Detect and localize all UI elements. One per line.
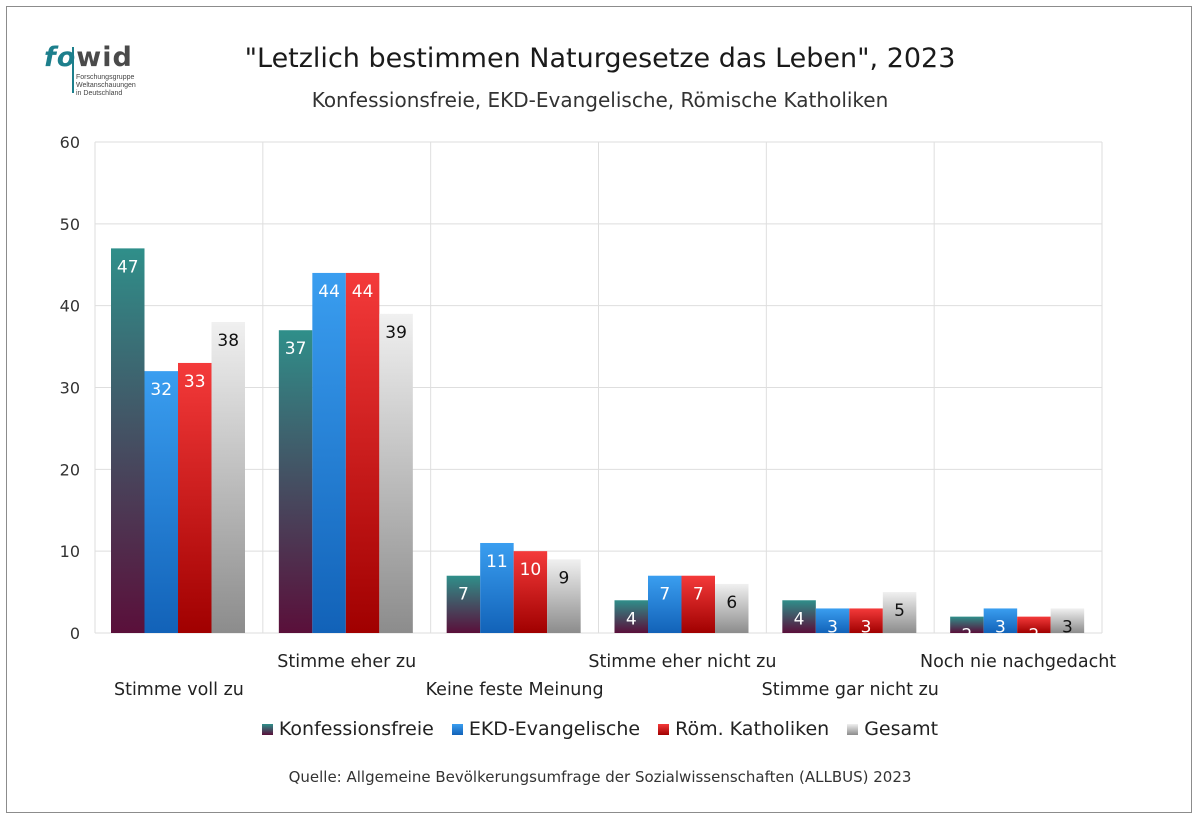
bar [513, 551, 548, 633]
source-note: Quelle: Allgemeine Bevölkerungsumfrage d… [288, 768, 912, 786]
bar-value-label: 4 [794, 609, 805, 629]
y-tick-label: 50 [60, 215, 80, 234]
bar-value-label: 32 [150, 380, 172, 400]
bar-value-label: 33 [184, 372, 206, 392]
bar-value-label: 7 [693, 585, 704, 605]
bar [144, 371, 178, 633]
legend-label: Konfessionsfreie [278, 718, 434, 740]
bar [715, 583, 749, 633]
x-category-label: Stimme eher zu [277, 652, 416, 672]
bar [379, 313, 413, 633]
bar-value-label: 7 [458, 585, 469, 605]
logo-fo: fo [44, 42, 77, 73]
x-category-label: Stimme gar nicht zu [762, 680, 939, 700]
bar-value-label: 9 [559, 568, 570, 588]
legend-label: EKD-Evangelische [468, 718, 641, 740]
y-tick-label: 60 [60, 133, 80, 152]
bar-value-label: 4 [626, 609, 637, 629]
logo-subtitle-line: Forschungsgruppe [76, 74, 135, 81]
logo-divider [72, 47, 74, 93]
legend-swatch [451, 723, 463, 735]
bar-value-label: 10 [520, 560, 542, 580]
x-category-label: Stimme eher nicht zu [588, 652, 776, 672]
chart-subtitle: Konfessionsfreie, EKD-Evangelische, Römi… [311, 88, 889, 112]
bar-value-label: 6 [726, 593, 737, 613]
bar [681, 575, 715, 633]
bar-value-label: 7 [659, 585, 670, 605]
bar [345, 272, 380, 633]
bar [950, 616, 984, 633]
bar-value-label: 2 [1029, 626, 1040, 646]
bar [211, 322, 245, 633]
chart-title: "Letzlich bestimmen Naturgesetze das Leb… [244, 43, 956, 74]
bar-value-label: 47 [117, 257, 139, 277]
bar-value-label: 5 [894, 601, 905, 621]
bar [882, 592, 917, 633]
bar [111, 248, 145, 633]
bar [1050, 608, 1085, 633]
logo-wordmark: fo wid [44, 44, 154, 72]
bar-value-label: 37 [285, 339, 307, 359]
bar-value-label: 11 [486, 552, 508, 572]
legend-swatch [261, 723, 273, 735]
bar-value-label: 39 [385, 323, 407, 343]
legend-item: EKD-Evangelische [451, 718, 641, 740]
bar-value-label: 3 [1062, 617, 1073, 637]
logo-subtitle: Forschungsgruppe Weltanschauungen in Deu… [76, 74, 166, 98]
logo-subtitle-line: Weltanschauungen [76, 82, 136, 89]
legend-label: Gesamt [864, 718, 939, 740]
chart-legend: Konfessionsfreie EKD-Evangelische Röm. Kat… [0, 718, 1200, 740]
logo-wid: wid [76, 42, 133, 73]
bar-value-label: 3 [861, 617, 872, 637]
logo-subtitle-line: in Deutschland [76, 90, 123, 97]
bar [312, 272, 346, 633]
bar-value-label: 3 [827, 617, 838, 637]
bar-value-label: 44 [352, 282, 374, 302]
bar [614, 600, 648, 633]
legend-item: Konfessionsfreie [261, 718, 434, 740]
y-tick-label: 30 [60, 379, 80, 398]
y-tick-label: 20 [60, 460, 80, 479]
legend-item: Gesamt [847, 718, 938, 740]
legend-swatch [847, 723, 859, 735]
legend-item: Röm. Katholiken [658, 718, 829, 740]
bar [547, 559, 581, 633]
bar-value-label: 3 [995, 617, 1006, 637]
x-category-label: Keine feste Meinung [426, 680, 604, 700]
fowid-logo: fo wid Forschungsgruppe Weltanschauungen… [44, 44, 154, 124]
bar [1017, 616, 1051, 633]
x-category-label: Noch nie nachgedacht [920, 652, 1116, 672]
y-tick-label: 10 [60, 542, 80, 561]
bar [278, 330, 313, 633]
bar [648, 575, 682, 633]
y-tick-label: 40 [60, 297, 80, 316]
y-tick-label: 0 [70, 624, 80, 643]
bar [446, 575, 481, 633]
bar-value-label: 2 [962, 626, 973, 646]
bar [782, 600, 816, 633]
bar [815, 608, 850, 633]
bar [178, 362, 212, 633]
bar-value-label: 38 [217, 331, 239, 351]
x-category-label: Stimme voll zu [114, 680, 244, 700]
legend-label: Röm. Katholiken [675, 718, 830, 740]
bar [480, 542, 514, 633]
bar [983, 608, 1018, 633]
legend-swatch [658, 723, 670, 735]
bar [849, 608, 883, 633]
bar-value-label: 44 [318, 282, 340, 302]
